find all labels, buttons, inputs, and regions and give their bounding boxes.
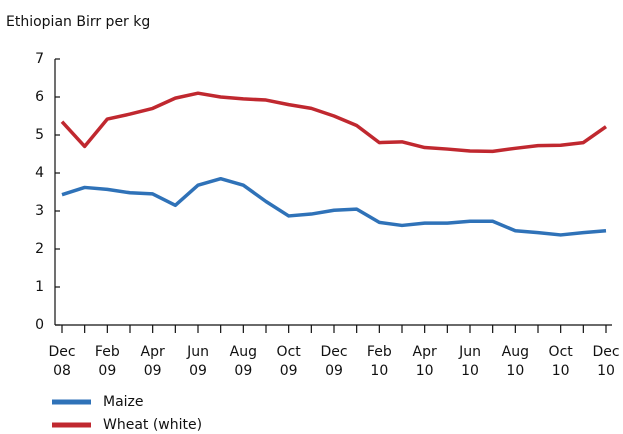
y-tick-label: 6 <box>35 89 44 105</box>
x-tick-label: Dec 10 <box>592 344 620 379</box>
legend-label: Maize <box>103 394 144 410</box>
y-tick-label: 2 <box>35 241 44 257</box>
x-tick-label: Feb 09 <box>94 344 120 379</box>
x-tick-label: Oct 09 <box>276 344 301 379</box>
y-tick-label: 5 <box>35 127 44 143</box>
line-series <box>60 91 608 154</box>
legend-label: Wheat (white) <box>103 417 202 433</box>
line-series <box>61 176 607 237</box>
y-tick-label: 7 <box>35 51 44 67</box>
x-tick-label: Dec 08 <box>48 344 76 379</box>
x-tick-label: Aug 09 <box>229 344 257 379</box>
y-tick-label: 0 <box>35 317 44 333</box>
x-tick-label: Aug 10 <box>501 344 529 379</box>
y-tick-label: 3 <box>35 203 44 219</box>
y-tick-label: 1 <box>35 279 44 295</box>
y-tick-label: 4 <box>35 165 44 181</box>
y-axis-title: Ethiopian Birr per kg <box>6 14 150 30</box>
x-tick-label: Apr 10 <box>412 344 437 379</box>
x-tick-label: Jun 09 <box>187 344 209 379</box>
x-tick-label: Jun 10 <box>459 344 481 379</box>
x-tick-label: Apr 09 <box>140 344 165 379</box>
x-tick-label: Dec 09 <box>320 344 348 379</box>
x-tick-label: Feb 10 <box>366 344 392 379</box>
x-tick-label: Oct 10 <box>548 344 573 379</box>
